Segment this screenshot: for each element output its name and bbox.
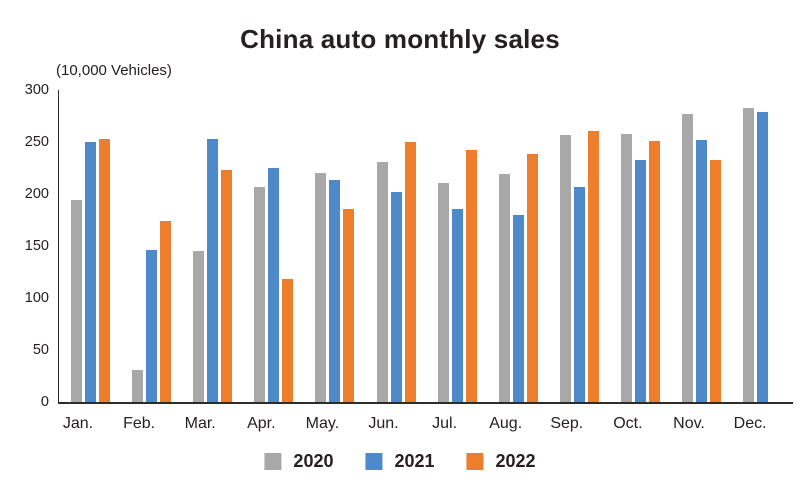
- legend-label-2020: 2020: [293, 451, 334, 471]
- bar-2020-aug: [498, 174, 510, 402]
- plot-area: [58, 90, 793, 404]
- x-tick-label-may: May.: [305, 415, 340, 432]
- bar-2021-dec: [757, 111, 769, 402]
- x-tick-label-nov: Nov.: [673, 415, 705, 432]
- bar-2021-nov: [696, 139, 707, 402]
- x-tick-label-aug: Aug.: [489, 415, 523, 432]
- legend-label-2021: 2021: [394, 451, 435, 471]
- y-tick-label-200: 200: [24, 186, 49, 202]
- y-tick-label-150: 150: [24, 238, 49, 254]
- y-axis-unit-label: (10,000 Vehicles): [56, 62, 172, 79]
- x-axis-labels: Jan. Feb. Mar. Apr. May. Jun. Jul. Aug. Sep. Oct.…: [58, 415, 792, 437]
- x-tick-label-feb: Feb.: [123, 415, 156, 432]
- bar-2022-nov: [710, 159, 721, 402]
- bar-2020-dec: [743, 107, 755, 402]
- x-tick-label-dec: Dec.: [733, 415, 767, 432]
- bar-2020-jan: [71, 200, 82, 402]
- bar-2022-mar: [221, 170, 233, 402]
- bar-2020-may: [315, 173, 327, 402]
- y-tick-label-100: 100: [24, 290, 49, 306]
- bar-2022-jun: [404, 142, 416, 402]
- bar-2020-nov: [682, 113, 693, 402]
- bar-2021-mar: [207, 138, 219, 402]
- legend: 2020 2021 2022: [264, 451, 536, 472]
- bar-2021-may: [329, 180, 341, 402]
- legend-swatch-2022: [466, 453, 484, 470]
- legend-item-2021: 2021: [365, 451, 435, 472]
- bar-2021-oct: [634, 159, 646, 402]
- legend-item-2022: 2022: [466, 451, 536, 472]
- bar-2022-apr: [282, 279, 294, 402]
- x-tick-label-jan: Jan.: [62, 415, 94, 432]
- y-axis-labels: 0 50 100 150 200 250 300: [0, 82, 49, 410]
- bar-2020-mar: [193, 251, 205, 402]
- legend-swatch-2020: [264, 453, 282, 470]
- bar-2020-oct: [620, 133, 632, 402]
- x-tick-label-sep: Sep.: [550, 415, 584, 432]
- bar-2021-jan: [85, 142, 96, 402]
- bar-2021-aug: [512, 214, 524, 402]
- bar-2022-aug: [526, 154, 538, 402]
- legend-swatch-2021: [365, 453, 383, 470]
- bar-2021-jul: [451, 208, 463, 402]
- bar-2021-jun: [390, 191, 402, 402]
- bar-2021-sep: [573, 186, 585, 402]
- x-tick-label-mar: Mar.: [184, 415, 216, 432]
- x-tick-label-apr: Apr.: [247, 415, 276, 432]
- x-tick-label-jul: Jul.: [432, 415, 458, 432]
- bar-2022-oct: [648, 140, 660, 402]
- bar-2020-jun: [376, 161, 388, 402]
- bar-2022-jan: [99, 138, 110, 402]
- bar-2022-jul: [465, 150, 477, 402]
- bar-2022-feb: [160, 221, 172, 402]
- x-tick-label-oct: Oct.: [613, 415, 643, 432]
- legend-item-2020: 2020: [264, 451, 333, 472]
- y-tick-label-50: 50: [32, 342, 49, 358]
- bar-2022-sep: [587, 130, 599, 402]
- y-tick-label-0: 0: [40, 394, 49, 410]
- legend-label-2022: 2022: [495, 451, 536, 471]
- bar-2022-may: [343, 208, 355, 402]
- bar-2020-apr: [254, 186, 266, 402]
- bar-2021-apr: [268, 168, 280, 402]
- bar-2020-feb: [132, 369, 144, 402]
- y-tick-label-250: 250: [24, 134, 49, 150]
- bar-2020-jul: [437, 182, 449, 402]
- y-tick-label-300: 300: [24, 82, 49, 98]
- chart-title: China auto monthly sales: [240, 24, 560, 54]
- bar-2020-sep: [559, 134, 571, 402]
- bar-2021-feb: [146, 250, 158, 402]
- x-tick-label-jun: Jun.: [368, 415, 399, 432]
